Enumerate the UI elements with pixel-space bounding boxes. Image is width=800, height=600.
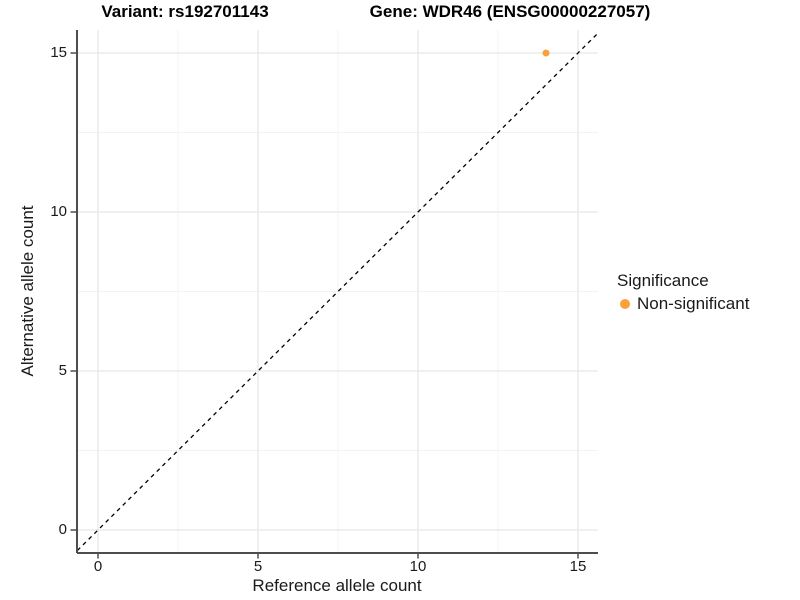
x-tick-label-15: 15 bbox=[569, 558, 587, 575]
x-axis-title: Reference allele count bbox=[252, 576, 422, 595]
legend: Significance Non-significant bbox=[617, 270, 749, 314]
x-tick-label-0: 0 bbox=[93, 558, 103, 575]
legend-point-icon bbox=[620, 299, 630, 309]
plot-title-variant: Variant: rs192701143 bbox=[101, 2, 269, 21]
axes-layer bbox=[70, 30, 598, 559]
y-axis-title: Alternative allele count bbox=[18, 205, 37, 377]
plot-canvas bbox=[70, 30, 598, 559]
identity-dashed-line bbox=[77, 32, 598, 552]
plot-title-gene: Gene: WDR46 (ENSG00000227057) bbox=[369, 2, 651, 21]
x-tick-label-5: 5 bbox=[253, 558, 263, 575]
x-tick-label-10: 10 bbox=[409, 558, 427, 575]
plot-area bbox=[77, 30, 598, 553]
legend-item-label: Non-significant bbox=[637, 294, 750, 313]
y-tick-label-15: 15 bbox=[50, 44, 67, 61]
y-tick-label-10: 10 bbox=[50, 203, 67, 220]
y-tick-label-5: 5 bbox=[58, 362, 67, 379]
y-tick-label-0: 0 bbox=[58, 521, 67, 538]
plot-panel bbox=[70, 30, 598, 559]
legend-title: Significance bbox=[617, 271, 709, 290]
legend-item-non-significant: Non-significant bbox=[617, 294, 749, 314]
data-point bbox=[542, 49, 550, 57]
